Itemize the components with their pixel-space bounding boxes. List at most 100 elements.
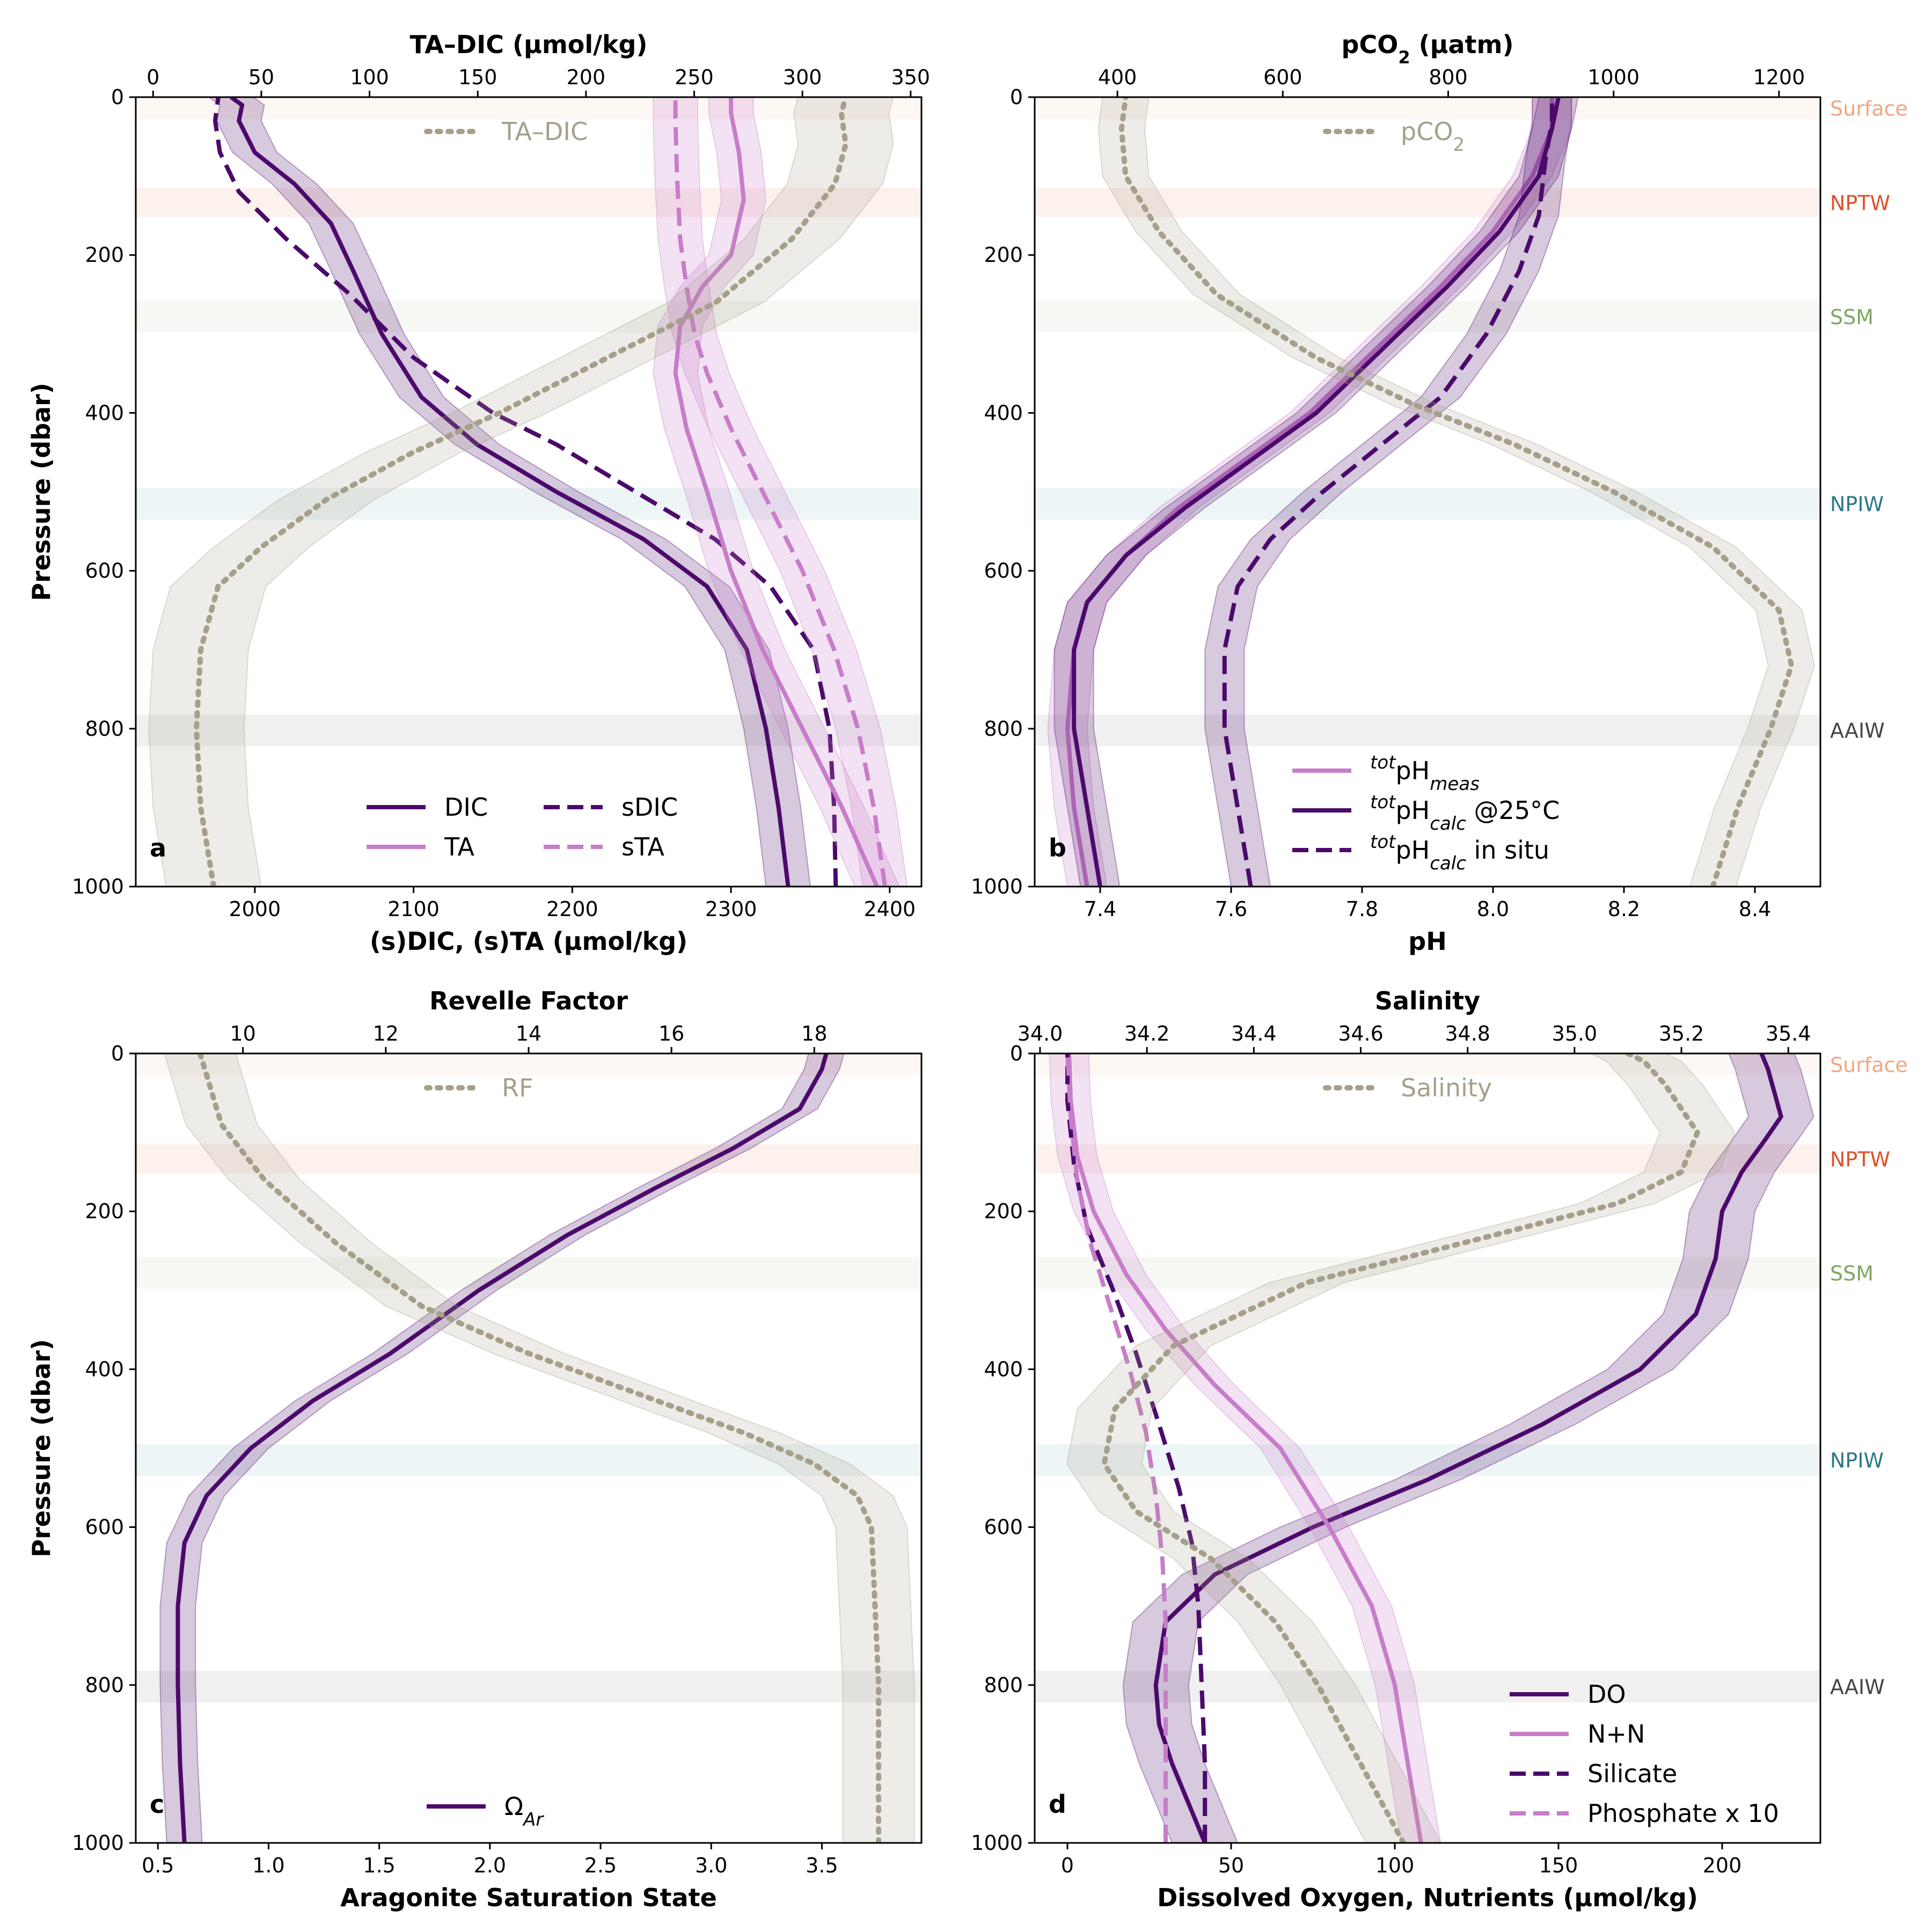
top-x-tick-label: 16 <box>658 1022 684 1045</box>
top-x-tick-label: 400 <box>1098 65 1137 89</box>
top-x-tick-label: 14 <box>516 1022 541 1045</box>
water-mass-band <box>136 97 921 120</box>
top-x-tick-label: 150 <box>458 65 497 89</box>
top-x-tick-label: 1000 <box>1587 65 1640 89</box>
y-tick-label: 400 <box>85 401 124 425</box>
water-mass-band <box>136 1053 921 1076</box>
x-axis-label: pH <box>1408 927 1446 956</box>
top-x-tick-label: 600 <box>1263 65 1302 89</box>
legend-entry: TA <box>444 832 475 861</box>
x-tick-label: 2.0 <box>474 1854 506 1877</box>
x-tick-label: 100 <box>1375 1854 1415 1877</box>
top-x-axis-label: Salinity <box>1375 986 1480 1015</box>
y-tick-label: 800 <box>85 717 124 741</box>
x-tick-label: 8.2 <box>1608 897 1640 921</box>
top-x-tick-label: 35.4 <box>1766 1022 1811 1045</box>
y-tick-label: 600 <box>85 559 124 583</box>
series-band <box>1049 1053 1441 1843</box>
y-tick-label: 800 <box>984 1673 1023 1697</box>
legend-entry: RF <box>502 1073 533 1102</box>
x-tick-label: 2300 <box>705 897 757 921</box>
x-tick-label: 2400 <box>863 897 916 921</box>
panel-b: 0 200 400 600 800 1000 7.4 7.6 7.8 8.0 8.2 8.4 400 60… <box>971 30 1907 956</box>
x-tick-label: 50 <box>1218 1854 1244 1877</box>
water-mass-label: SSM <box>1830 305 1874 329</box>
x-tick-label: 1.5 <box>363 1854 395 1877</box>
legend-entry: sTA <box>621 832 664 861</box>
water-mass-band <box>136 301 921 333</box>
water-mass-band <box>1035 714 1820 747</box>
series-line <box>1101 1053 1700 1843</box>
series-band <box>1053 97 1579 887</box>
series-line <box>1065 97 1554 887</box>
y-tick-label: 400 <box>984 1357 1023 1381</box>
panel-letter: b <box>1049 833 1066 862</box>
x-tick-label: 8.0 <box>1477 897 1509 921</box>
series-line <box>1118 97 1795 887</box>
y-tick-label: 800 <box>984 717 1023 741</box>
plot-area <box>136 97 921 887</box>
legend-entry: Phosphate x 10 <box>1587 1799 1779 1828</box>
top-x-tick-label: 1200 <box>1753 65 1805 89</box>
axes-frame <box>135 96 923 888</box>
water-mass-label: Surface <box>1830 1053 1908 1077</box>
water-mass-band <box>136 1444 921 1476</box>
x-tick-label: 7.4 <box>1084 897 1116 921</box>
top-x-tick-label: 10 <box>230 1022 255 1045</box>
water-mass-band <box>1035 1444 1820 1476</box>
series-line <box>193 97 848 887</box>
legend-entry: sDIC <box>621 793 678 822</box>
y-tick-label: 1000 <box>72 875 124 898</box>
legend-entry: TA–DIC <box>501 117 588 146</box>
water-mass-band <box>136 1257 921 1289</box>
x-axis-label: Dissolved Oxygen, Nutrients (μmol/kg) <box>1157 1883 1698 1912</box>
y-tick-label: 600 <box>984 559 1023 583</box>
y-tick-label: 0 <box>111 1042 124 1065</box>
water-mass-band <box>1035 488 1820 519</box>
series-line <box>673 97 887 887</box>
top-x-tick-label: 350 <box>891 65 931 89</box>
y-tick-label: 400 <box>85 1357 124 1381</box>
top-x-tick-label: 100 <box>350 65 389 89</box>
y-tick-label: 1000 <box>971 1831 1023 1855</box>
y-tick-label: 600 <box>984 1516 1023 1539</box>
x-tick-label: 200 <box>1703 1854 1742 1877</box>
series-line <box>1065 1053 1208 1843</box>
panel-letter: a <box>150 833 166 862</box>
panel-d: 0 200 400 600 800 1000 0 50 100 150 200 34.0 34.2 34.… <box>971 986 1907 1912</box>
x-axis-label: Aragonite Saturation State <box>340 1883 717 1912</box>
water-mass-label: NPIW <box>1830 1449 1884 1473</box>
plot-area <box>1035 1053 1820 1843</box>
x-tick-label: 0.5 <box>142 1854 174 1877</box>
top-x-axis-label: Revelle Factor <box>429 986 628 1015</box>
water-mass-label: SSM <box>1830 1262 1874 1285</box>
y-tick-label: 0 <box>1010 85 1023 109</box>
series-band <box>653 97 900 887</box>
legend-entry: totpHmeas <box>1370 752 1480 795</box>
x-tick-label: 2000 <box>229 897 281 921</box>
x-tick-label: 7.8 <box>1346 897 1378 921</box>
top-x-tick-label: 35.0 <box>1552 1022 1598 1045</box>
top-x-tick-label: 200 <box>567 65 606 89</box>
series-line <box>1072 97 1561 887</box>
x-tick-label: 0 <box>1061 1854 1074 1877</box>
series-band <box>148 97 894 887</box>
x-tick-label: 1.0 <box>252 1854 284 1877</box>
top-x-axis-label: pCO2 (µatm) <box>1342 30 1514 68</box>
top-x-tick-label: 34.8 <box>1445 1022 1490 1045</box>
x-tick-label: 2100 <box>387 897 440 921</box>
series-band <box>653 97 908 887</box>
water-mass-band <box>136 488 921 519</box>
water-mass-band <box>136 714 921 747</box>
panel-letter: d <box>1049 1790 1066 1819</box>
legend-entry: pCO2 <box>1401 117 1465 156</box>
x-tick-label: 8.4 <box>1739 897 1771 921</box>
legend-entry: ΩAr <box>504 1792 544 1831</box>
y-tick-label: 400 <box>984 401 1023 425</box>
water-mass-band <box>1035 1053 1820 1076</box>
legend-entry: DO <box>1587 1680 1626 1709</box>
top-x-tick-label: 12 <box>373 1022 399 1045</box>
series-band <box>1066 1053 1736 1843</box>
legend-entry: totpHcalc in situ <box>1370 831 1549 874</box>
